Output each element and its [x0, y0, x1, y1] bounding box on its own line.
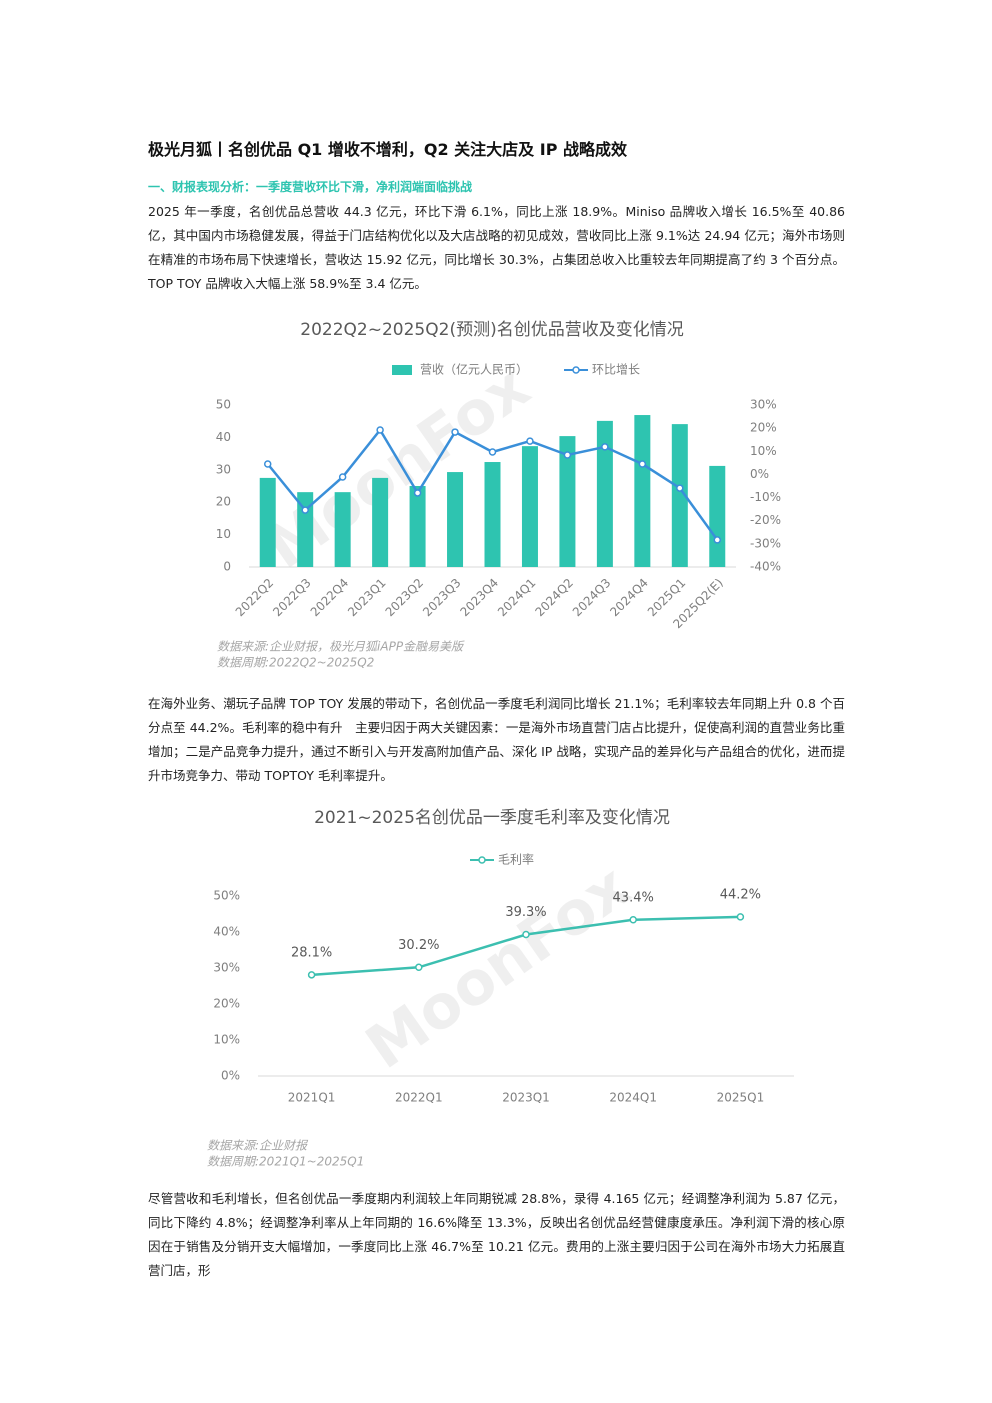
- point: [713, 536, 722, 544]
- y-tick-label: 0%: [221, 1069, 240, 1083]
- y2-tick-label: 20%: [750, 421, 777, 435]
- chart-title: 2021~2025名创优品一季度毛利率及变化情况: [314, 808, 670, 828]
- point: [413, 489, 422, 497]
- section-heading: 一、财报表现分析：一季度营收环比下滑，净利润端面临挑战: [148, 180, 473, 194]
- point: [629, 916, 637, 924]
- y2-tick-label: -20%: [750, 513, 781, 527]
- bar: [334, 492, 351, 567]
- legend-swatch: [572, 366, 580, 374]
- point: [488, 448, 497, 456]
- point: [451, 428, 459, 436]
- y2-tick-label: -30%: [750, 536, 781, 550]
- data-label: 30.2%: [398, 938, 439, 953]
- x-tick-label: 2023Q1: [345, 576, 389, 620]
- point: [526, 437, 534, 445]
- x-tick-label: 2024Q1: [609, 1091, 657, 1105]
- x-tick-label: 2023Q3: [420, 576, 464, 620]
- data-label: 28.1%: [291, 945, 332, 960]
- bar: [484, 462, 501, 567]
- chart: MoonFox2022Q2~2025Q2(预测)名创优品营收及变化情况01020…: [216, 320, 781, 670]
- legend-label: 营收（亿元人民币）: [420, 362, 528, 377]
- data-label: 39.3%: [505, 905, 546, 920]
- bar: [559, 436, 576, 567]
- point: [563, 451, 572, 459]
- point: [736, 913, 745, 921]
- bar: [634, 415, 651, 567]
- paragraph: 尽管营收和毛利增长，但名创优品一季度期内利润较上年同期锐减 28.8%，录得 4…: [148, 1191, 845, 1278]
- doc-title: 极光月狐丨名创优品 Q1 增收不增利，Q2 关注大店及 IP 战略成效: [148, 140, 628, 159]
- x-tick-label: 2023Q2: [383, 576, 427, 620]
- y-tick-label: 30: [216, 462, 231, 476]
- point: [307, 971, 316, 979]
- y-tick-label: 40%: [213, 925, 240, 939]
- paragraph: 在海外业务、潮玩子品牌 TOP TOY 发展的带动下，名创优品一季度毛利润同比增…: [148, 696, 845, 783]
- bar: [521, 446, 538, 567]
- point: [522, 930, 530, 939]
- bar: [297, 492, 314, 567]
- chart-title: 2022Q2~2025Q2(预测)名创优品营收及变化情况: [300, 320, 683, 340]
- data-label: 43.4%: [613, 890, 654, 905]
- bar: [259, 477, 276, 567]
- y-tick-label: 50: [216, 398, 231, 412]
- y2-tick-label: 10%: [750, 444, 777, 458]
- point: [676, 484, 684, 492]
- bar: [447, 472, 464, 567]
- y-tick-label: 50%: [213, 889, 240, 903]
- x-tick-label: 2022Q1: [395, 1091, 443, 1105]
- chart: MoonFox 2021~2025名创优品一季度毛利率及变化情况 0% 10% 20% 3…: [207, 808, 794, 1169]
- data-label: 44.2%: [720, 887, 761, 902]
- x-tick-label: 2022Q4: [308, 576, 352, 620]
- point: [601, 443, 609, 451]
- y2-tick-label: 30%: [750, 398, 777, 412]
- source-note: 数据周期:2021Q1~2025Q1: [207, 1155, 364, 1169]
- y-tick-label: 10%: [213, 1033, 240, 1047]
- y2-tick-label: -10%: [750, 490, 781, 504]
- x-tick-label: 2022Q3: [270, 576, 314, 620]
- point: [301, 506, 309, 514]
- bar: [409, 486, 426, 567]
- bar: [372, 477, 389, 567]
- bar: [596, 420, 613, 567]
- point: [263, 460, 272, 468]
- y-tick-label: 30%: [213, 961, 240, 975]
- legend-label: 环比增长: [592, 363, 640, 377]
- legend-label: 毛利率: [498, 852, 534, 867]
- x-tick-label: 2021Q1: [288, 1091, 336, 1105]
- y2-tick-label: -40%: [750, 560, 781, 574]
- x-tick-label: 2023Q4: [458, 576, 502, 620]
- y2-tick-label: 0%: [750, 467, 769, 481]
- bar: [709, 465, 726, 567]
- y-tick-label: 0: [223, 560, 231, 574]
- y-tick-label: 40: [216, 430, 231, 444]
- bar: [671, 424, 688, 567]
- y-tick-label: 10: [216, 527, 231, 541]
- x-tick-label: 2024Q1: [495, 576, 539, 620]
- x-tick-label: 2023Q1: [502, 1091, 550, 1105]
- watermark: MoonFox: [354, 852, 643, 1083]
- x-tick-label: 2022Q2: [233, 576, 277, 620]
- source-note: 数据周期:2022Q2~2025Q2: [217, 656, 374, 670]
- y-tick-label: 20: [216, 495, 231, 509]
- legend-swatch: [392, 365, 412, 375]
- point: [338, 473, 347, 481]
- source-note: 数据来源:企业财报: [207, 1139, 309, 1153]
- x-tick-label: 2024Q2: [532, 576, 576, 620]
- point: [376, 426, 384, 434]
- paragraph: 2025 年一季度，名创优品总营收 44.3 亿元，环比下滑 6.1%，同比上涨…: [148, 204, 845, 291]
- y-tick-label: 20%: [213, 997, 240, 1011]
- source-note: 数据来源:企业财报，极光月狐iAPP金融易美版: [217, 640, 465, 654]
- point: [638, 460, 647, 468]
- x-tick-label: 2024Q4: [607, 576, 651, 620]
- point: [415, 963, 423, 972]
- x-tick-label: 2024Q3: [570, 576, 614, 620]
- legend-swatch: [478, 856, 486, 864]
- x-tick-label: 2025Q1: [717, 1091, 765, 1105]
